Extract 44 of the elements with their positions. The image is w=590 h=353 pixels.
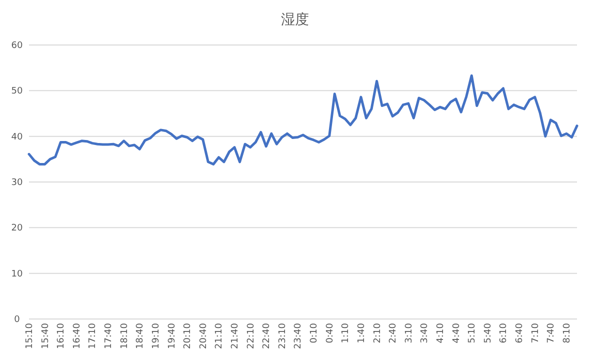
x-tick-label: 20:40 <box>198 322 209 349</box>
x-tick-label: 23:10 <box>278 322 288 349</box>
x-tick-label: 2:10 <box>372 322 383 344</box>
x-tick-label: 1:10 <box>341 322 352 344</box>
y-tick-label: 50 <box>11 86 23 97</box>
x-tick-label: 6:10 <box>499 322 510 344</box>
chart-title: 湿度 <box>281 12 309 28</box>
y-tick-label: 30 <box>11 178 23 188</box>
x-tick-label: 5:40 <box>483 322 494 344</box>
x-tick-label: 17:40 <box>104 322 114 349</box>
x-tick-label: 2:40 <box>388 322 399 344</box>
x-tick-label: 21:40 <box>230 322 240 349</box>
x-tick-label: 15:10 <box>25 322 35 349</box>
x-tick-label: 4:10 <box>436 322 446 344</box>
x-tick-label: 17:10 <box>88 322 98 349</box>
x-tick-label: 6:40 <box>515 322 526 344</box>
x-tick-label: 8:10 <box>562 322 572 344</box>
x-tick-label: 23:40 <box>294 322 304 349</box>
x-tick-label: 7:10 <box>530 322 541 344</box>
x-tick-label: 21:10 <box>214 322 225 349</box>
y-tick-label: 40 <box>11 132 23 142</box>
x-tick-label: 3:40 <box>420 322 430 344</box>
x-tick-label: 20:10 <box>183 322 194 349</box>
x-tick-label: 0:40 <box>325 322 336 344</box>
x-tick-label: 16:10 <box>56 322 67 349</box>
x-tick-label: 5:10 <box>468 322 478 344</box>
y-tick-label: 20 <box>11 224 23 234</box>
x-tick-label: 15:40 <box>40 322 51 349</box>
x-tick-label: 4:40 <box>452 322 462 344</box>
x-tick-label: 18:40 <box>136 322 146 349</box>
line-series <box>28 74 578 166</box>
x-tick-label: 19:10 <box>151 322 162 349</box>
y-tick-label: 10 <box>11 269 23 280</box>
x-tick-label: 1:40 <box>356 322 367 344</box>
x-tick-label: 22:10 <box>246 322 256 349</box>
y-tick-label: 0 <box>14 315 20 325</box>
x-tick-label: 0:10 <box>310 322 320 344</box>
x-tick-label: 16:40 <box>72 322 82 349</box>
y-tick-label: 60 <box>11 41 23 51</box>
x-tick-label: 22:40 <box>262 322 272 349</box>
x-tick-label: 3:10 <box>404 322 414 344</box>
x-tick-label: 18:10 <box>120 322 130 349</box>
x-tick-label: 7:40 <box>546 322 557 344</box>
x-tick-label: 19:40 <box>167 322 178 349</box>
